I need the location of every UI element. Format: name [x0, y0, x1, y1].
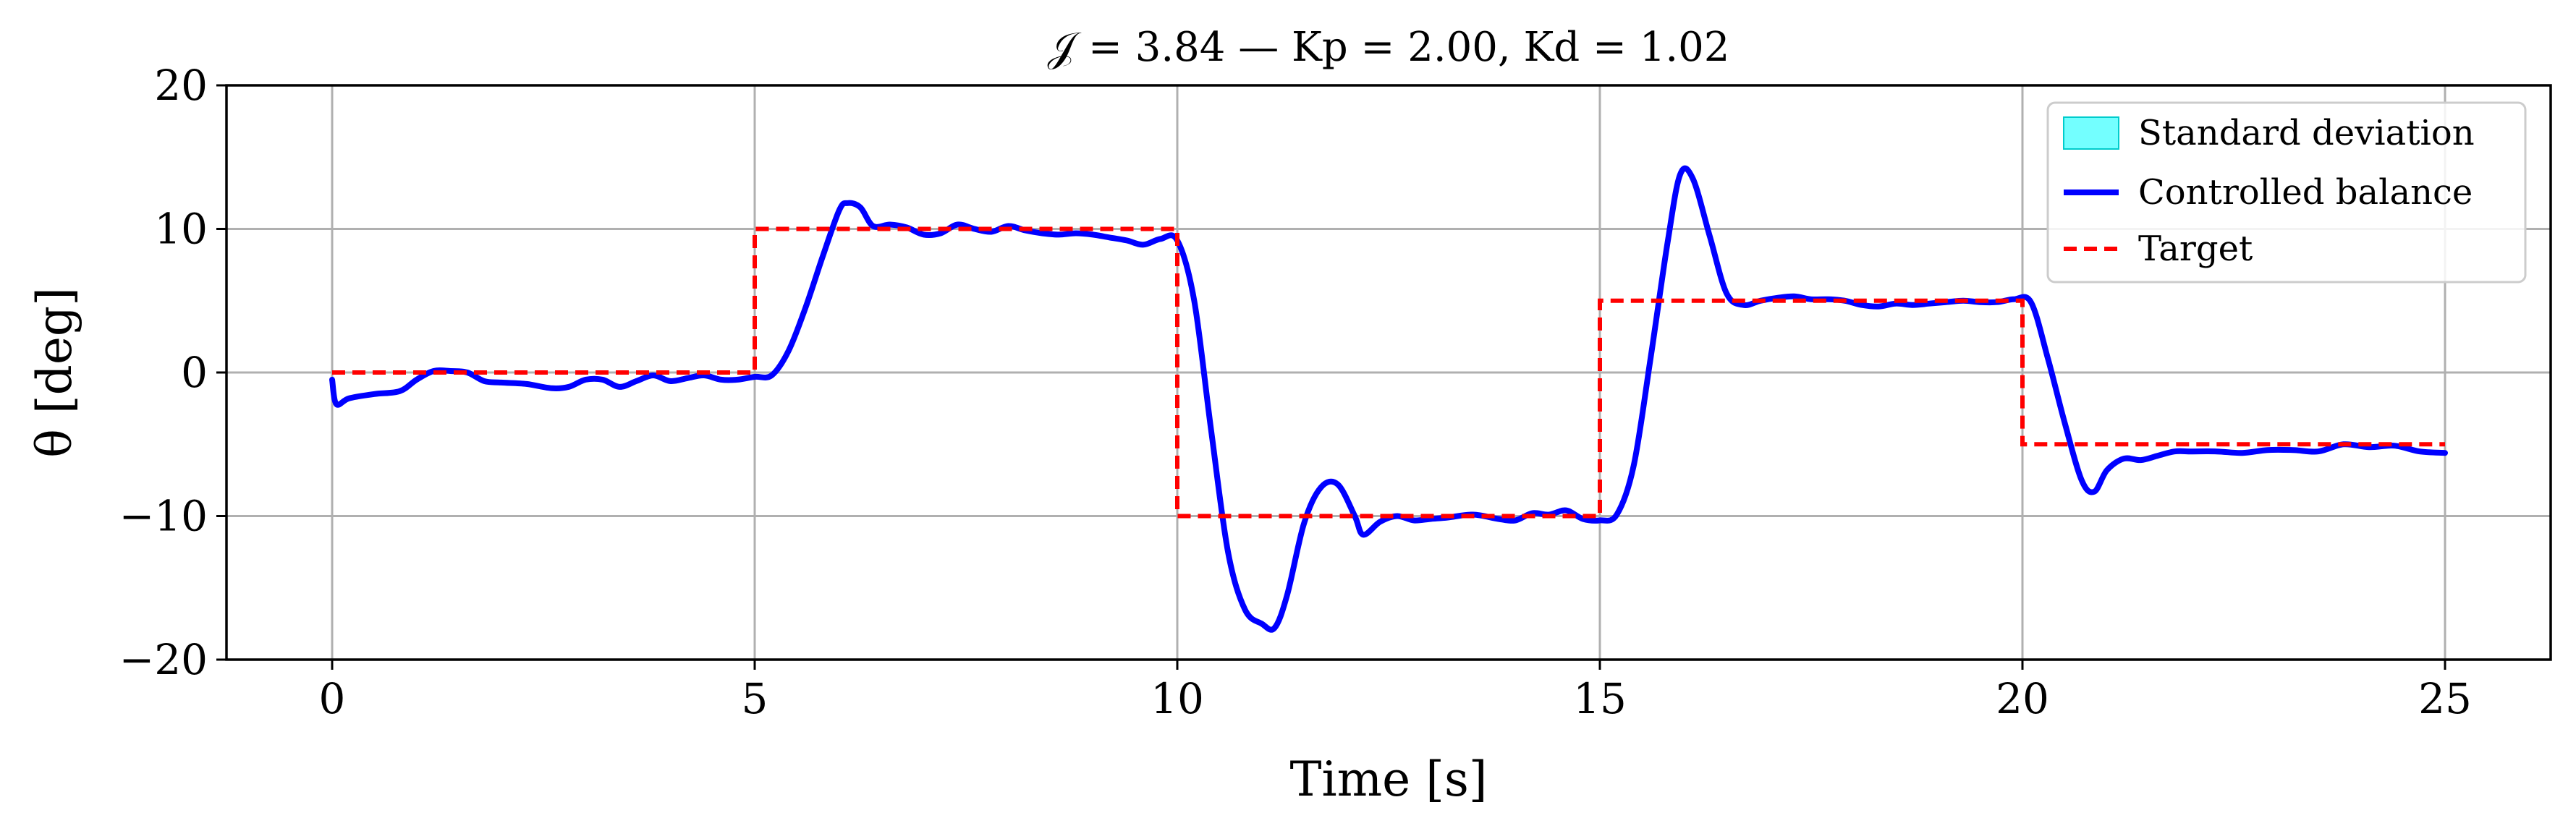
y-tick-label: 10 [154, 205, 208, 254]
x-tick-label: 5 [742, 674, 768, 723]
x-tick-label: 15 [1573, 674, 1627, 723]
legend: Standard deviation Controlled balance Ta… [2046, 101, 2527, 284]
y-tick-label: 20 [154, 61, 208, 110]
x-tick-label: 0 [319, 674, 346, 723]
x-tick-label: 25 [2418, 674, 2472, 723]
y-axis-label: θ [deg] [27, 287, 82, 458]
y-tick-label: 0 [181, 348, 208, 397]
chart-title: 𝒥 = 3.84 — Kp = 2.00, Kd = 1.02 [1048, 24, 1730, 71]
legend-box [2046, 101, 2527, 284]
legend-label-controlled-balance: Controlled balance [2138, 172, 2473, 213]
series-line-target [332, 226, 2445, 519]
tick-layer: 0 5 10 15 20 25 20 10 0 −10 −20 [119, 61, 2472, 723]
series-layer [329, 165, 2448, 633]
legend-label-standard-deviation: Standard deviation [2138, 113, 2475, 153]
x-axis-label: Time [s] [1289, 751, 1487, 807]
y-tick-label: −20 [119, 635, 208, 684]
y-tick-label: −10 [119, 492, 208, 541]
legend-label-target: Target [2138, 229, 2253, 269]
x-tick-label: 20 [1996, 674, 2049, 723]
legend-swatch-standard-deviation [2063, 116, 2119, 150]
x-tick-label: 10 [1151, 674, 1204, 723]
series-line-controlled-balance [329, 165, 2448, 633]
